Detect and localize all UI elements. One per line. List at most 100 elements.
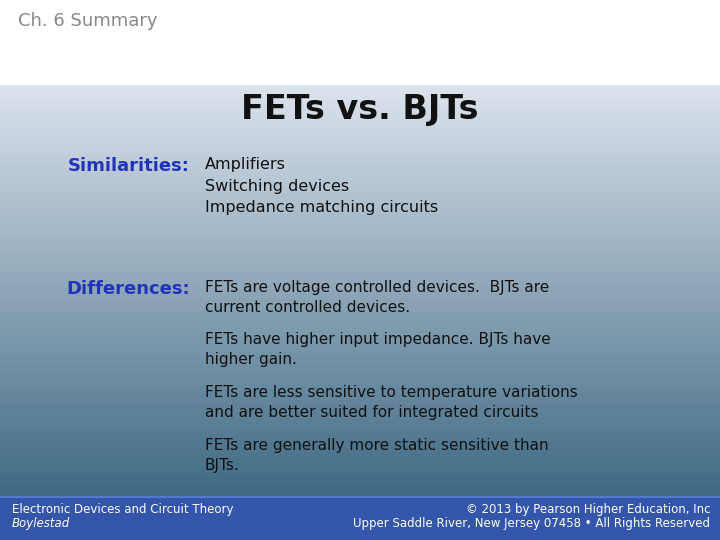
Text: Amplifiers
Switching devices
Impedance matching circuits: Amplifiers Switching devices Impedance m…: [205, 157, 438, 215]
Bar: [0, 405, 720, 407]
Bar: [0, 153, 720, 155]
Bar: [0, 130, 720, 132]
Bar: [0, 87, 720, 89]
Bar: [0, 354, 720, 356]
Bar: [0, 323, 720, 325]
Bar: [0, 123, 720, 125]
Bar: [0, 194, 720, 197]
Text: FETs vs. BJTs: FETs vs. BJTs: [241, 93, 479, 126]
Bar: [0, 148, 720, 150]
Bar: [0, 448, 720, 450]
Bar: [0, 156, 720, 158]
Bar: [0, 454, 720, 455]
Bar: [0, 286, 720, 287]
Bar: [0, 404, 720, 406]
Bar: [0, 335, 720, 337]
Bar: [0, 451, 720, 453]
Bar: [0, 334, 720, 335]
Bar: [0, 426, 720, 428]
Bar: [0, 353, 720, 355]
Bar: [0, 369, 720, 372]
Bar: [0, 224, 720, 225]
Bar: [0, 327, 720, 329]
Bar: [0, 86, 720, 88]
Bar: [0, 166, 720, 167]
Bar: [0, 151, 720, 152]
Bar: [0, 301, 720, 302]
Bar: [0, 138, 720, 140]
Bar: [0, 170, 720, 172]
Bar: [0, 436, 720, 437]
Bar: [0, 489, 720, 491]
Bar: [0, 181, 720, 183]
Bar: [0, 173, 720, 174]
Bar: [0, 204, 720, 206]
Bar: [0, 182, 720, 184]
Bar: [0, 485, 720, 487]
Bar: [0, 427, 720, 429]
Bar: [0, 433, 720, 435]
Bar: [0, 378, 720, 380]
Bar: [0, 129, 720, 131]
Bar: [0, 440, 720, 442]
Bar: [0, 93, 720, 94]
Bar: [0, 444, 720, 446]
Bar: [0, 184, 720, 186]
Bar: [0, 376, 720, 378]
Bar: [0, 482, 720, 484]
Bar: [0, 178, 720, 180]
Bar: [0, 186, 720, 188]
Bar: [0, 228, 720, 230]
Bar: [0, 97, 720, 99]
Bar: [0, 361, 720, 363]
Bar: [0, 287, 720, 289]
Bar: [0, 280, 720, 282]
Bar: [0, 158, 720, 159]
Bar: [0, 247, 720, 249]
Bar: [0, 455, 720, 457]
Bar: [0, 375, 720, 377]
Bar: [0, 219, 720, 221]
Bar: [0, 347, 720, 349]
Bar: [0, 392, 720, 393]
Bar: [0, 302, 720, 304]
Bar: [0, 329, 720, 332]
Bar: [0, 359, 720, 360]
Bar: [0, 498, 720, 540]
Bar: [0, 382, 720, 384]
Bar: [0, 424, 720, 427]
Bar: [0, 371, 720, 373]
Bar: [0, 316, 720, 318]
Bar: [0, 386, 720, 388]
Bar: [0, 429, 720, 430]
Bar: [0, 268, 720, 269]
Bar: [0, 305, 720, 307]
Bar: [0, 417, 720, 420]
Bar: [0, 400, 720, 402]
Bar: [0, 393, 720, 395]
Bar: [0, 149, 720, 151]
Bar: [0, 469, 720, 470]
Bar: [0, 115, 720, 117]
Bar: [0, 239, 720, 240]
Bar: [0, 161, 720, 164]
Bar: [0, 84, 720, 86]
Bar: [0, 155, 720, 157]
Bar: [0, 414, 720, 415]
Bar: [0, 206, 720, 207]
Bar: [0, 356, 720, 357]
Bar: [0, 108, 720, 110]
Text: Ch. 6 Summary: Ch. 6 Summary: [18, 12, 158, 30]
Bar: [0, 164, 720, 166]
Bar: [0, 96, 720, 97]
Bar: [0, 478, 720, 480]
Bar: [0, 411, 720, 413]
Bar: [0, 456, 720, 458]
Bar: [0, 251, 720, 253]
Bar: [0, 339, 720, 341]
Bar: [0, 437, 720, 439]
Bar: [0, 422, 720, 424]
Bar: [0, 201, 720, 204]
Text: © 2013 by Pearson Higher Education, Inc: © 2013 by Pearson Higher Education, Inc: [466, 503, 710, 516]
Bar: [0, 401, 720, 403]
